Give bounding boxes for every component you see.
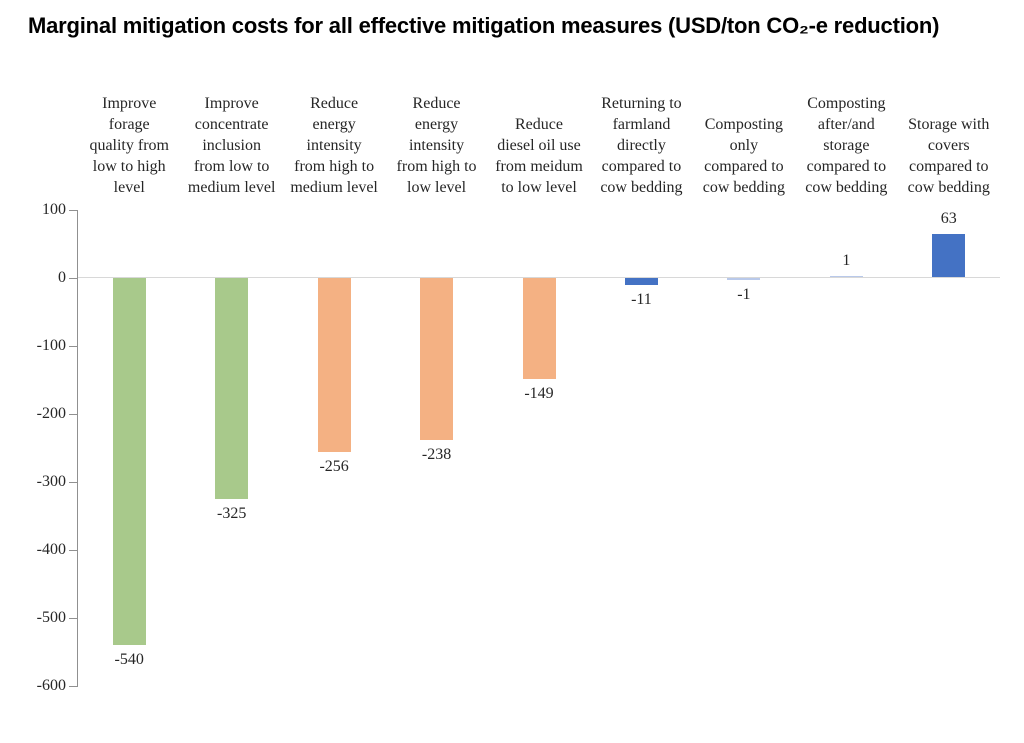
bar-value-label: -540 (114, 651, 144, 669)
y-axis-tick (69, 210, 77, 211)
y-axis-tick (69, 278, 77, 279)
category-label: Returning to farmland directly compared … (600, 95, 683, 196)
category-label: Reduce energy intensity from high to low… (396, 95, 477, 196)
category-label: Reduce diesel oil use from meidum to low… (495, 116, 583, 196)
y-axis-tick (69, 686, 77, 687)
bar-value-label: -149 (524, 385, 554, 403)
y-axis-tick-label: -400 (36, 541, 66, 558)
y-axis-tick (69, 414, 77, 415)
y-axis-tick-label: -300 (36, 473, 66, 490)
bar (420, 278, 454, 440)
bar-value-label: -11 (631, 291, 652, 309)
bar (829, 275, 863, 277)
bar (932, 234, 966, 277)
category-label: Composting after/and storage compared to… (805, 95, 888, 196)
bar (522, 278, 556, 380)
y-axis-tick-label: 0 (58, 269, 66, 286)
category-label: Improve forage quality from low to high … (89, 95, 169, 196)
bar (215, 278, 249, 499)
y-axis-tick-label: -600 (36, 677, 66, 694)
zero-gridline (78, 277, 1000, 278)
chart-title: Marginal mitigation costs for all effect… (28, 13, 940, 38)
category-label: Reduce energy intensity from high to med… (290, 95, 378, 196)
y-axis-tick (69, 550, 77, 551)
bar-value-label: 1 (842, 251, 851, 269)
category-label: Composting only compared to cow bedding (702, 116, 785, 196)
bar (624, 278, 658, 286)
category-label: Improve concentrate inclusion from low t… (187, 95, 276, 196)
y-axis-tick (69, 482, 77, 483)
y-axis-line (77, 210, 78, 687)
bar-value-label: -1 (737, 285, 751, 303)
bar (727, 278, 761, 280)
y-axis-tick-label: -500 (36, 609, 66, 626)
y-axis-tick-label: -100 (36, 337, 66, 354)
bar (317, 278, 351, 453)
bar (112, 278, 146, 646)
bar-value-label: -325 (216, 505, 247, 522)
y-axis-tick-label: -200 (36, 405, 66, 422)
category-label: Storage with covers compared to cow bedd… (907, 116, 990, 196)
bar-value-label: -256 (319, 458, 349, 476)
y-axis-tick (69, 618, 77, 619)
bar-value-label: 63 (940, 210, 957, 228)
y-axis-tick-label: 100 (42, 201, 66, 218)
y-axis-tick (69, 346, 77, 347)
bar-value-label: -238 (421, 445, 452, 463)
